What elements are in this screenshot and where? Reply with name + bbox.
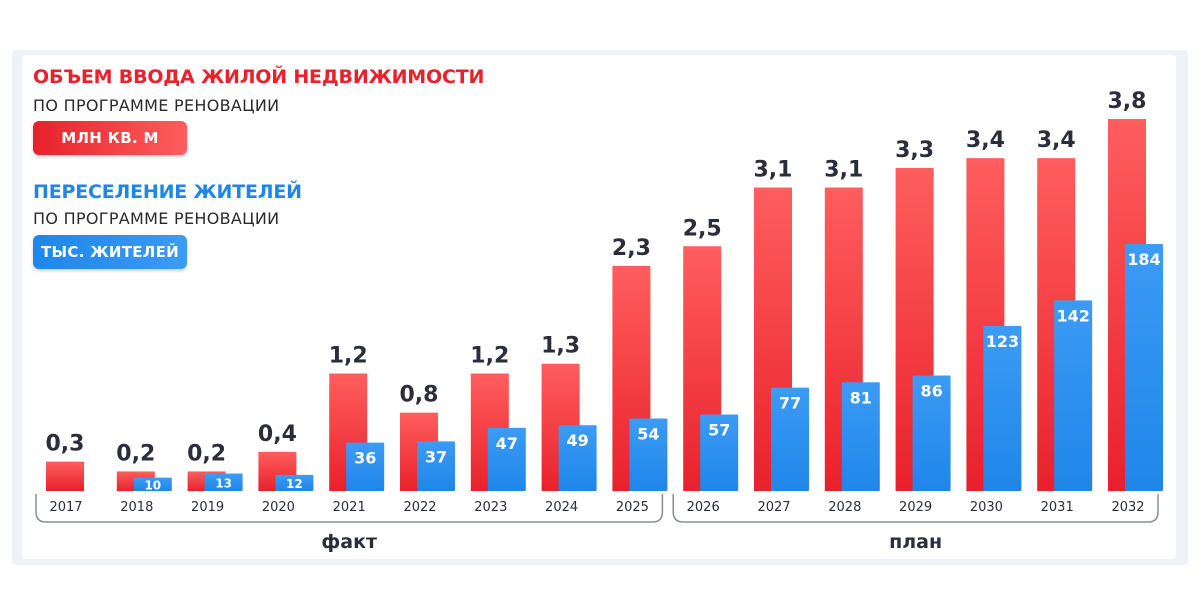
housing-value-label-2018: 0,2 [116,441,155,466]
residents-bar-2021 [346,442,385,491]
housing-value-label-2031: 3,4 [1037,128,1076,153]
housing-bar-2017 [46,461,84,491]
housing-legend-subtitle: ПО ПРОГРАММЕ РЕНОВАЦИИ [33,96,280,115]
residents-bar-2026 [700,414,739,491]
residents-value-label-2028: 81 [850,388,872,407]
housing-unit-badge: МЛН КВ. М [33,121,187,155]
residents-value-label-2018: 10 [144,478,161,492]
residents-value-label-2021: 36 [354,449,376,468]
year-tick-label: 2029 [899,500,932,515]
residents-value-label-2022: 37 [425,447,447,466]
housing-value-label-2028: 3,1 [824,158,863,183]
year-tick-label: 2025 [616,500,649,515]
housing-value-label-2024: 1,3 [541,334,580,359]
residents-value-label-2030: 123 [986,332,1019,351]
residents-value-label-2024: 49 [566,431,588,450]
residents-bar-2020 [275,474,314,491]
residents-bar-2018 [133,477,172,491]
residents-value-label-2025: 54 [637,425,659,444]
housing-value-label-2026: 2,5 [683,216,722,241]
housing-value-label-2032: 3,8 [1108,89,1147,114]
housing-value-label-2025: 2,3 [612,236,651,261]
year-tick-label: 2030 [970,500,1003,515]
period-bracket-fact [35,494,664,523]
residents-value-label-2019: 13 [215,476,232,490]
residents-bar-2027 [771,387,809,491]
residents-bar-2022 [417,441,455,491]
residents-bar-2029 [912,375,951,491]
residents-value-label-2032: 184 [1127,250,1160,269]
housing-value-label-2019: 0,2 [187,441,226,466]
period-label-fact: факт [321,531,377,553]
housing-legend-title: ОБЪЕМ ВВОДА ЖИЛОЙ НЕДВИЖИМОСТИ [33,66,485,88]
year-tick-label: 2017 [49,500,82,515]
residents-bar-2024 [558,425,597,491]
residents-bar-2025 [629,418,668,491]
housing-value-label-2027: 3,1 [754,158,793,183]
residents-bar-2023 [487,427,526,491]
residents-value-label-2020: 12 [286,477,303,491]
year-tick-label: 2027 [757,500,790,515]
housing-value-label-2020: 0,4 [258,422,297,447]
residents-value-label-2023: 47 [496,434,518,453]
year-tick-label: 2032 [1111,500,1144,515]
residents-value-label-2031: 142 [1056,306,1089,325]
housing-value-label-2029: 3,3 [895,138,934,163]
residents-unit-badge: ТЫС. ЖИТЕЛЕЙ [33,235,187,269]
residents-bar-2028 [841,382,880,491]
period-label-plan: план [889,531,942,553]
housing-value-label-2023: 1,2 [470,344,509,369]
housing-value-label-2021: 1,2 [329,344,368,369]
year-tick-label: 2028 [828,500,861,515]
year-tick-label: 2019 [191,500,224,515]
housing-value-label-2017: 0,3 [46,432,85,457]
year-tick-label: 2023 [474,500,507,515]
residents-bar-2030 [983,325,1022,491]
residents-value-label-2027: 77 [779,394,801,413]
year-tick-label: 2024 [545,500,578,515]
residents-legend-title: ПЕРЕСЕЛЕНИЕ ЖИТЕЛЕЙ [33,181,302,203]
year-tick-label: 2021 [333,500,366,515]
year-tick-label: 2020 [262,500,295,515]
housing-value-label-2022: 0,8 [400,383,439,408]
year-tick-label: 2022 [403,500,436,515]
residents-legend-subtitle: ПО ПРОГРАММЕ РЕНОВАЦИИ [33,209,280,228]
residents-bar-2032 [1125,244,1163,491]
residents-value-label-2029: 86 [920,382,942,401]
residents-bar-2019 [204,473,243,491]
year-tick-label: 2026 [687,500,720,515]
year-tick-label: 2018 [120,500,153,515]
year-tick-label: 2031 [1041,500,1074,515]
residents-bar-2031 [1054,300,1093,491]
period-bracket-plan [672,494,1159,523]
housing-value-label-2030: 3,4 [966,128,1005,153]
residents-value-label-2026: 57 [708,420,730,439]
